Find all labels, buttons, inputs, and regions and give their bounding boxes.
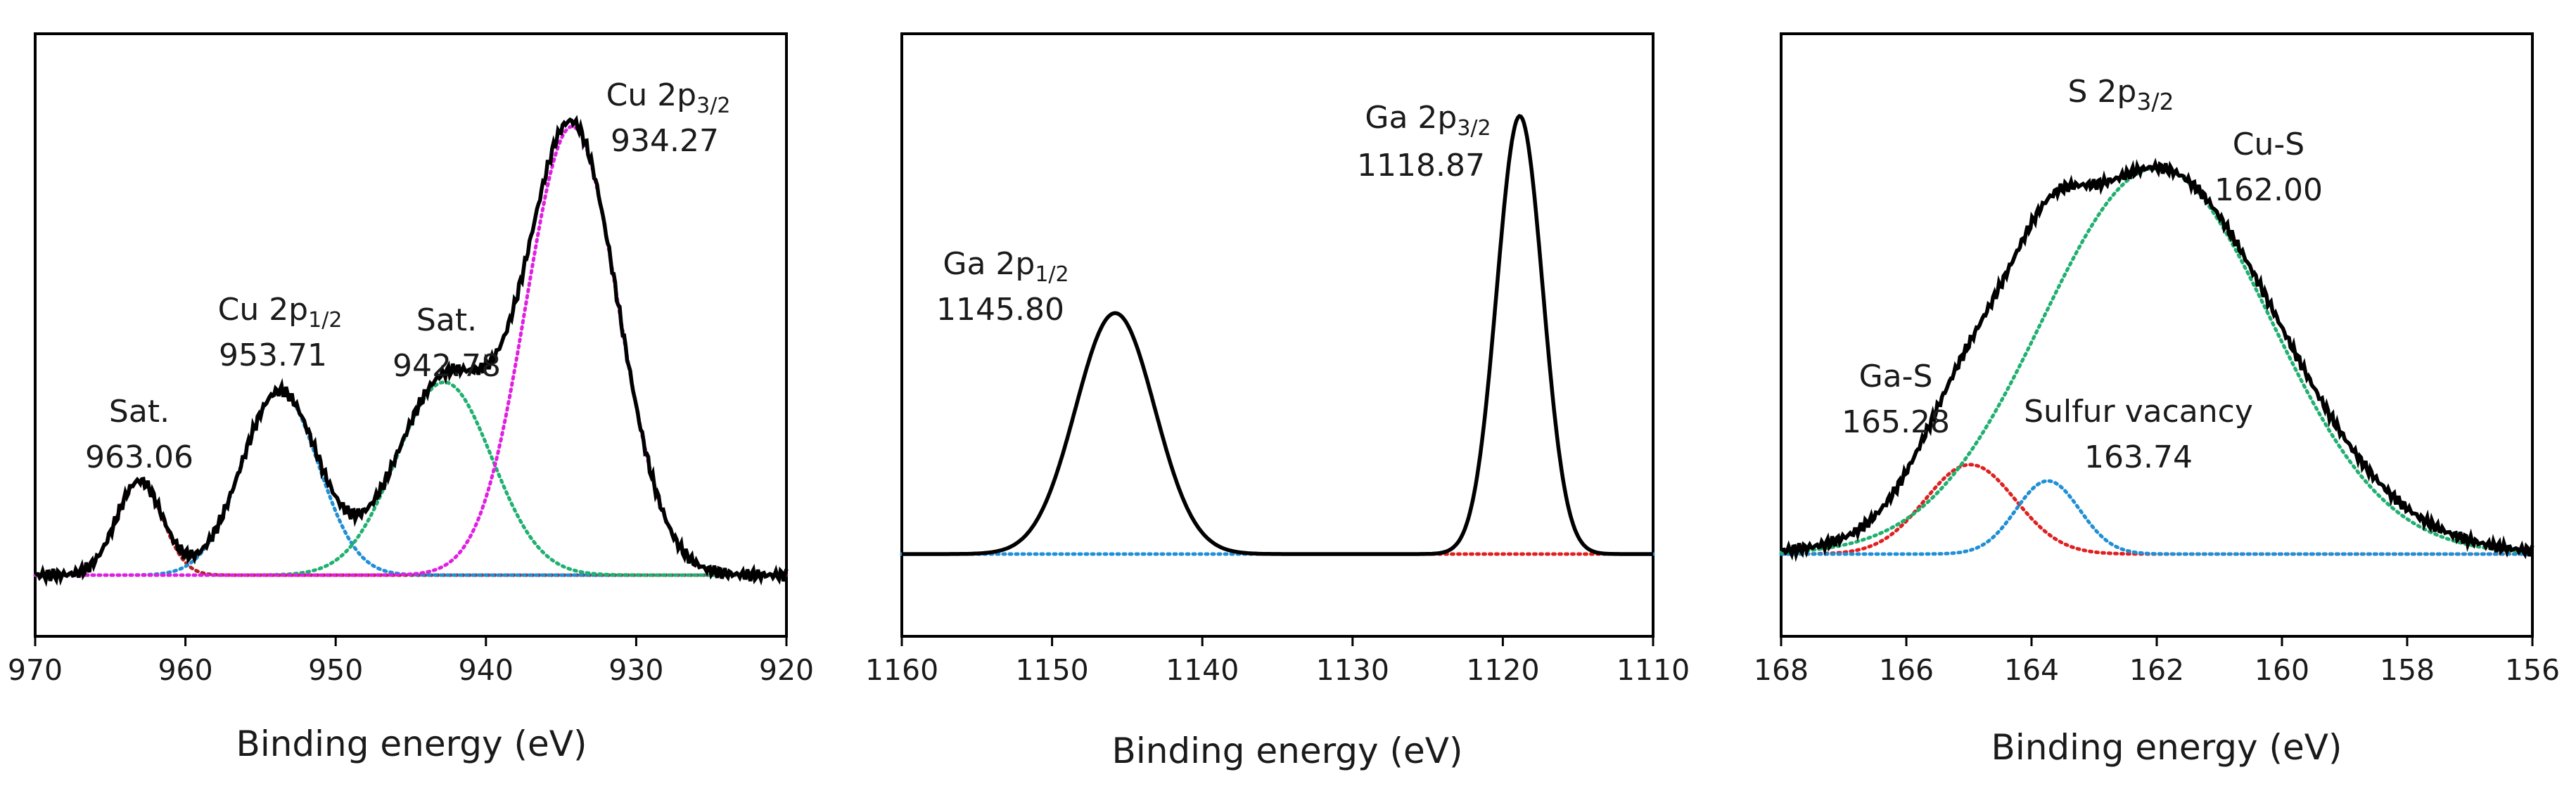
experimental-curve-1 [902, 114, 1653, 556]
label-sat-963-value: 963.06 [85, 439, 193, 475]
x-tick-label-0-3: 940 [459, 653, 514, 687]
label-gas-value: 165.28 [1842, 404, 1950, 440]
fit-curves-ga [900, 114, 1655, 556]
x-tick-label-0-4: 930 [608, 653, 663, 687]
fit-curve-1-0 [900, 311, 1655, 556]
label-ga2p12-value: 1145.80 [936, 292, 1064, 328]
x-axis-title-s: Binding energy (eV) [1991, 727, 2342, 768]
plot-frame-s [1780, 32, 2534, 638]
label-s2p32-main: S 2p [2068, 74, 2137, 110]
fit-curve-0-3 [33, 124, 789, 577]
panel-cu-2p: 970 960 950 940 930 920 Sat. 963.06 Cu 2p1/2 … [8, 32, 814, 764]
x-ticks-ga: 1160 1150 1140 1130 1120 1110 [865, 636, 1690, 687]
x-tick-label-2-6: 156 [2505, 653, 2560, 687]
x-tick-label-2-3: 162 [2129, 653, 2184, 687]
x-tick-label-1-3: 1130 [1316, 653, 1389, 687]
label-cu2p32-sub: 3/2 [696, 94, 730, 118]
label-cu2p32-main: Cu 2p [606, 77, 697, 113]
label-s2p32: S 2p3/2 [2068, 74, 2174, 115]
label-cu2p32: Cu 2p3/2 [606, 77, 731, 118]
label-cu2p12-sub: 1/2 [308, 308, 342, 333]
label-sulfur-vacancy-value: 163.74 [2084, 439, 2193, 475]
x-tick-label-2-2: 164 [2004, 653, 2059, 687]
label-cu2p12: Cu 2p1/2 [218, 292, 343, 333]
label-ga2p32-value: 1118.87 [1357, 148, 1485, 184]
x-tick-label-0-0: 970 [8, 653, 63, 687]
panel-s-2p: 168 166 164 162 160 158 156 S 2p3/2 Cu-S 162.0… [1754, 32, 2560, 768]
x-tick-label-2-0: 168 [1754, 653, 1809, 687]
x-tick-label-0-5: 920 [759, 653, 814, 687]
label-ga2p32: Ga 2p3/2 [1365, 100, 1491, 141]
x-tick-label-0-1: 960 [158, 653, 212, 687]
x-tick-label-1-1: 1150 [1015, 653, 1088, 687]
label-s2p32-sub: 3/2 [2136, 88, 2174, 115]
label-ga2p12-sub: 1/2 [1035, 262, 1069, 287]
fit-curve-1-1 [900, 114, 1655, 556]
label-gas: Ga-S [1859, 359, 1933, 394]
x-tick-label-2-5: 158 [2380, 653, 2435, 687]
label-ga2p12-main: Ga 2p [943, 246, 1035, 282]
x-tick-label-1-5: 1110 [1617, 653, 1690, 687]
label-cus-value: 162.00 [2214, 172, 2323, 208]
x-tick-label-2-1: 166 [1879, 653, 1934, 687]
label-cu2p12-value: 953.71 [219, 337, 327, 373]
label-cu2p12-main: Cu 2p [218, 292, 309, 328]
x-ticks-s: 168 166 164 162 160 158 156 [1754, 636, 2560, 687]
plot-frame-cu [34, 32, 788, 638]
x-tick-label-0-2: 950 [308, 653, 363, 687]
x-tick-label-1-0: 1160 [865, 653, 938, 687]
x-tick-label-1-4: 1120 [1466, 653, 1539, 687]
plot-frame-ga [900, 32, 1654, 638]
label-cu2p32-value: 934.27 [611, 123, 719, 159]
fit-curve-2-0 [1779, 463, 2534, 556]
x-tick-label-1-2: 1140 [1166, 653, 1239, 687]
fit-curves-s [1779, 157, 2534, 562]
experimental-curve-0 [34, 115, 789, 587]
panel-ga-2p: 1160 1150 1140 1130 1120 1110 Ga 2p1/2 1145.8… [865, 32, 1690, 771]
x-tick-label-2-4: 160 [2255, 653, 2309, 687]
fit-curve-2-1 [1779, 479, 2534, 556]
label-sat-963: Sat. [109, 394, 170, 430]
label-sulfur-vacancy: Sulfur vacancy [2024, 394, 2253, 430]
fit-curve-0-0 [33, 479, 789, 577]
x-axis-title-ga: Binding energy (eV) [1112, 731, 1463, 771]
label-ga2p32-main: Ga 2p [1365, 100, 1457, 136]
label-cus: Cu-S [2233, 127, 2304, 162]
fit-curves-cu [33, 115, 789, 587]
x-axis-title-cu: Binding energy (eV) [236, 724, 587, 764]
experimental-curve-2 [1780, 157, 2534, 562]
x-ticks-cu: 970 960 950 940 930 920 [8, 636, 814, 687]
label-ga2p32-sub: 3/2 [1457, 116, 1491, 141]
label-sat-942: Sat. [416, 302, 477, 338]
label-ga2p12: Ga 2p1/2 [943, 246, 1069, 287]
label-sat-942-value: 942.78 [393, 348, 501, 384]
